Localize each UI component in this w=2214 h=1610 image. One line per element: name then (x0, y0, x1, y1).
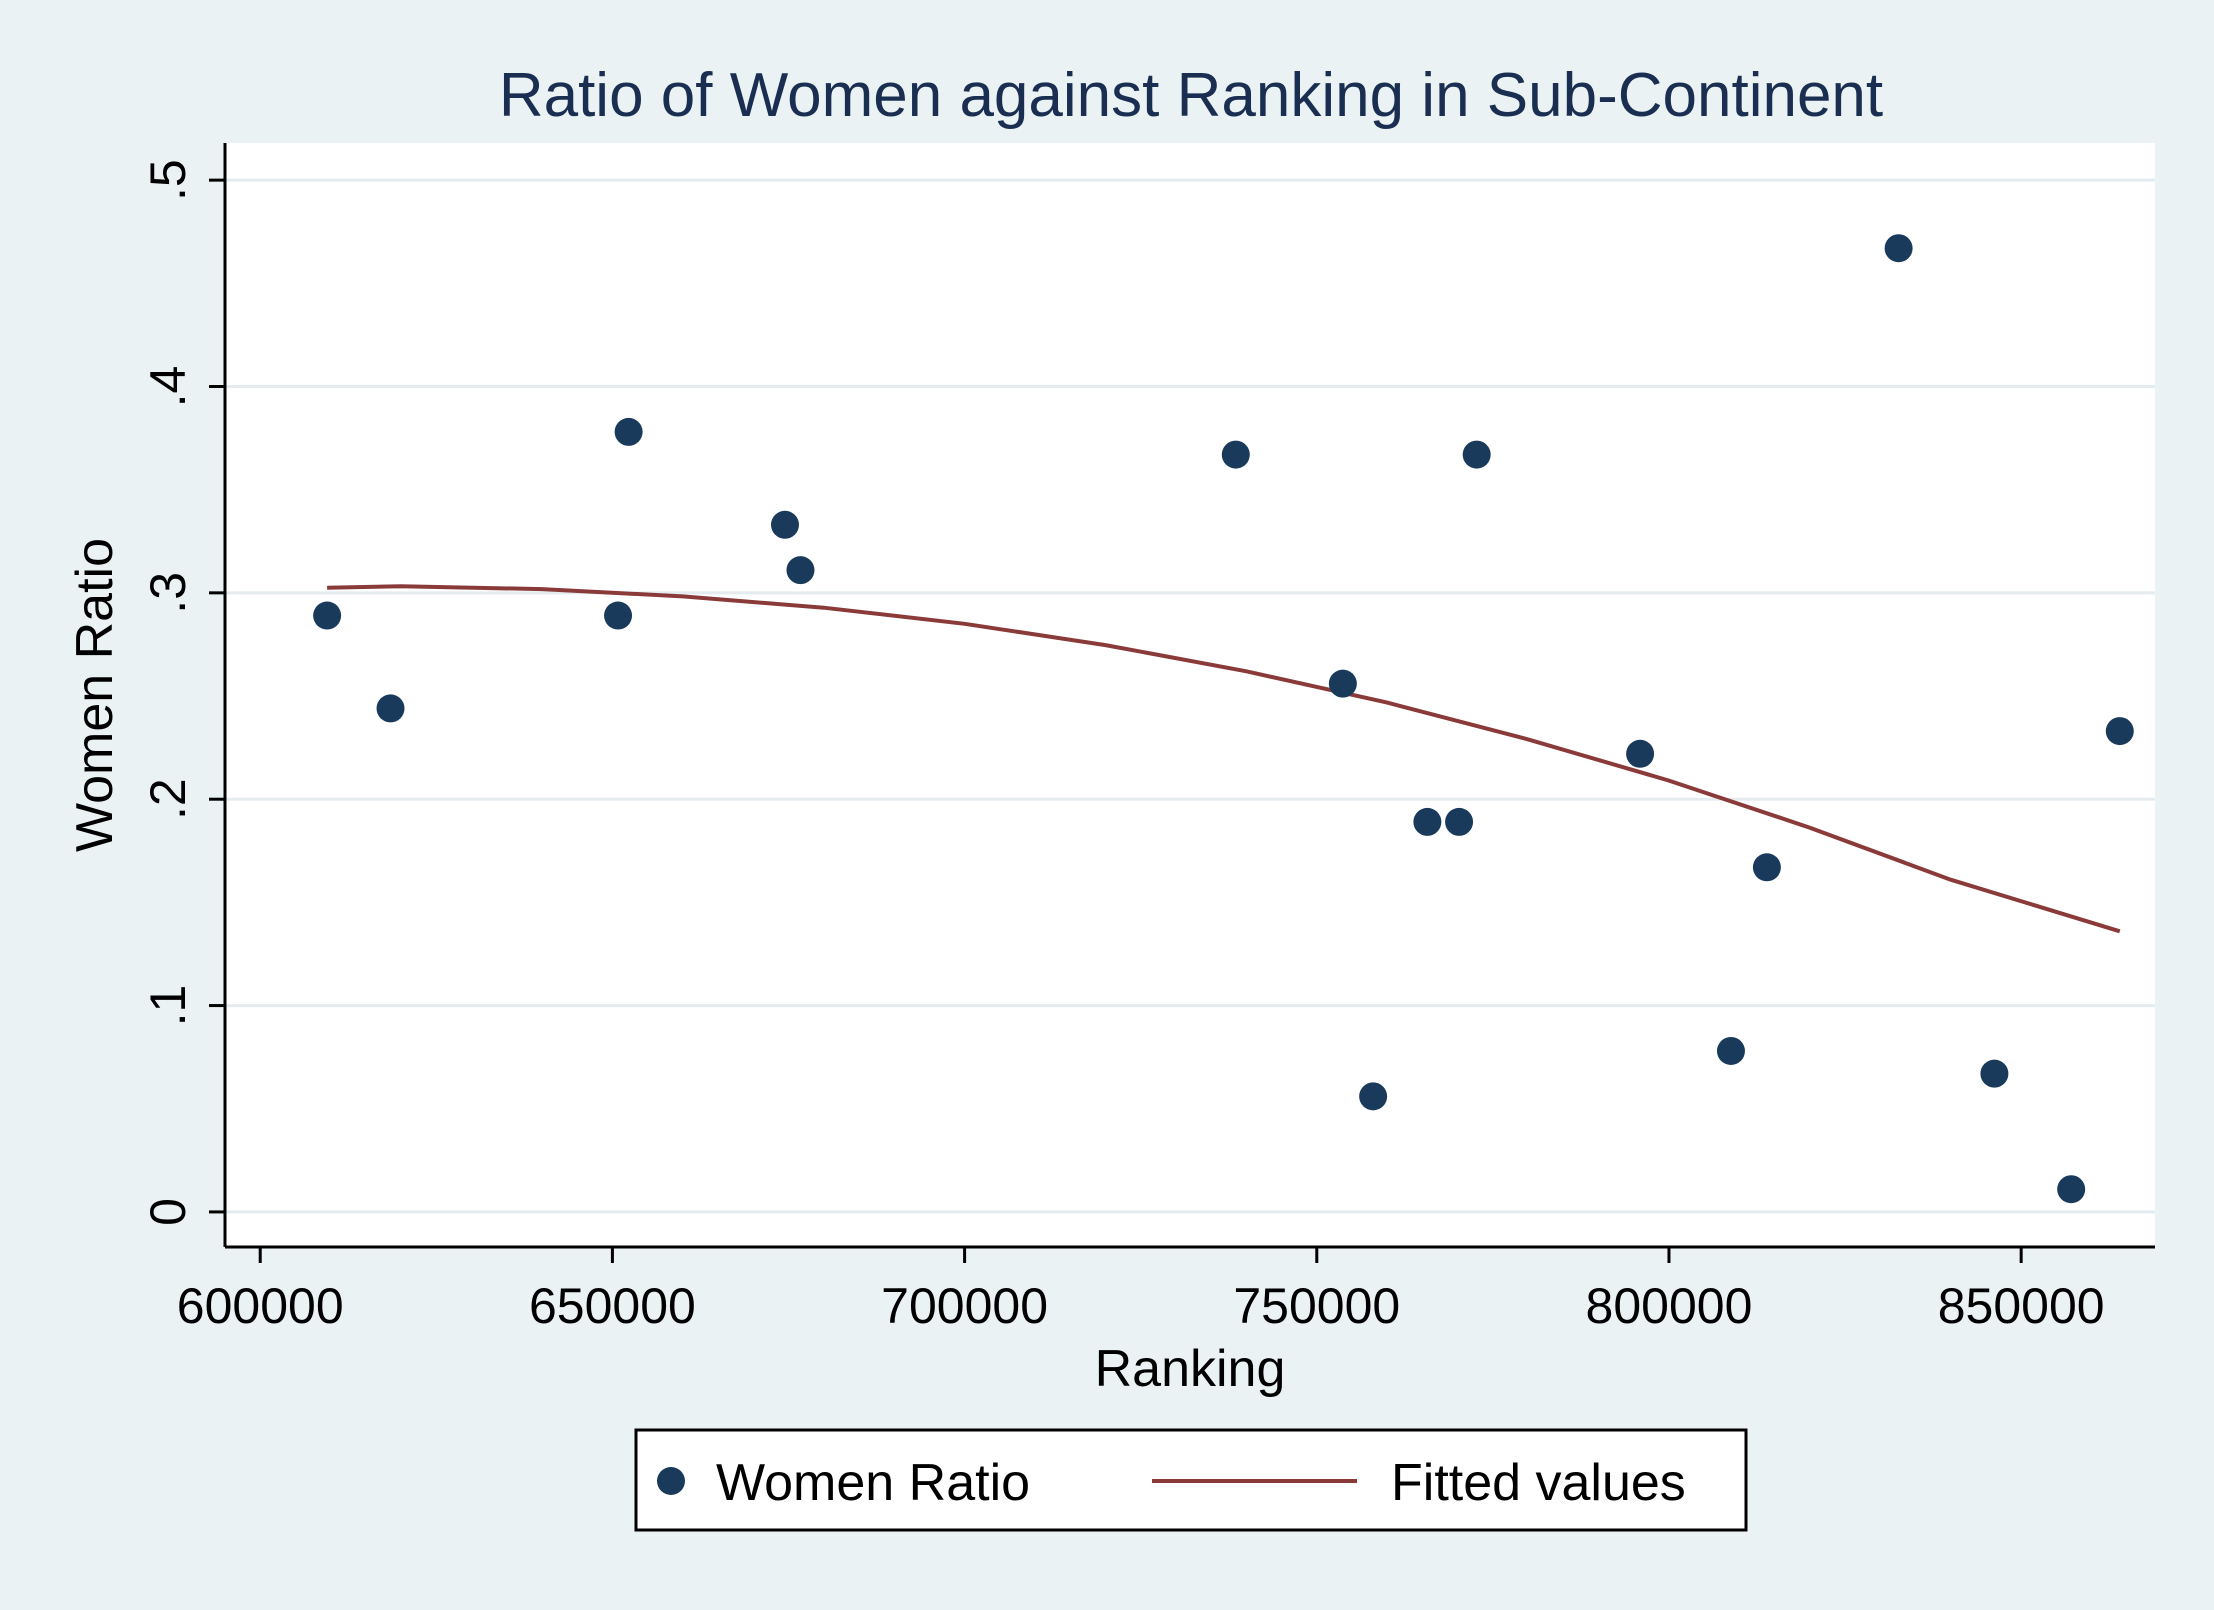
data-point (1462, 440, 1491, 469)
x-tick-label: 650000 (529, 1278, 696, 1334)
x-axis-label: Ranking (1095, 1340, 1286, 1398)
data-point (376, 694, 405, 723)
data-point (1752, 853, 1781, 882)
y-axis-label: Women Ratio (66, 538, 124, 852)
legend: Women Ratio Fitted values (634, 1428, 1748, 1532)
data-point (786, 556, 815, 585)
y-tick-label: .1 (140, 985, 196, 1027)
data-point (1716, 1036, 1745, 1065)
data-point (1884, 234, 1913, 263)
fitted-line (327, 584, 2121, 934)
x-tick-label: 600000 (177, 1278, 344, 1334)
y-tick-label: .5 (140, 159, 196, 201)
data-point (1413, 807, 1442, 836)
data-point (1221, 440, 1250, 469)
data-point (1359, 1082, 1388, 1111)
data-point (1445, 807, 1474, 836)
data-point (2057, 1175, 2086, 1204)
y-tick-label: 0 (140, 1198, 196, 1226)
data-point (313, 601, 342, 630)
plot-area (225, 143, 2155, 1247)
data-point (770, 510, 799, 539)
fitted-values-series (327, 584, 2121, 934)
chart-title: Ratio of Women against Ranking in Sub-Co… (499, 61, 1883, 130)
x-axis-ticks: 600000 650000 700000 750000 800000 850000 (177, 1247, 2105, 1334)
y-axis-ticks: 0 .1 .2 .3 .4 .5 (140, 159, 225, 1226)
data-point (1328, 669, 1357, 698)
x-tick-label: 800000 (1586, 1278, 1753, 1334)
data-point (1980, 1059, 2009, 1088)
data-point (614, 417, 643, 446)
legend-marker-icon (657, 1467, 685, 1495)
y-tick-label: .2 (140, 778, 196, 820)
data-point (2105, 717, 2134, 746)
y-tick-label: .4 (140, 366, 196, 408)
data-point (1626, 739, 1655, 768)
x-tick-label: 750000 (1233, 1278, 1400, 1334)
data-point (604, 601, 633, 630)
gridlines (225, 178, 2155, 1214)
women-ratio-series (313, 234, 2134, 1204)
legend-label-fitted-values: Fitted values (1391, 1454, 1686, 1512)
y-tick-label: .3 (140, 572, 196, 614)
x-tick-label: 850000 (1938, 1278, 2105, 1334)
legend-label-women-ratio: Women Ratio (716, 1454, 1030, 1512)
x-tick-label: 700000 (881, 1278, 1048, 1334)
